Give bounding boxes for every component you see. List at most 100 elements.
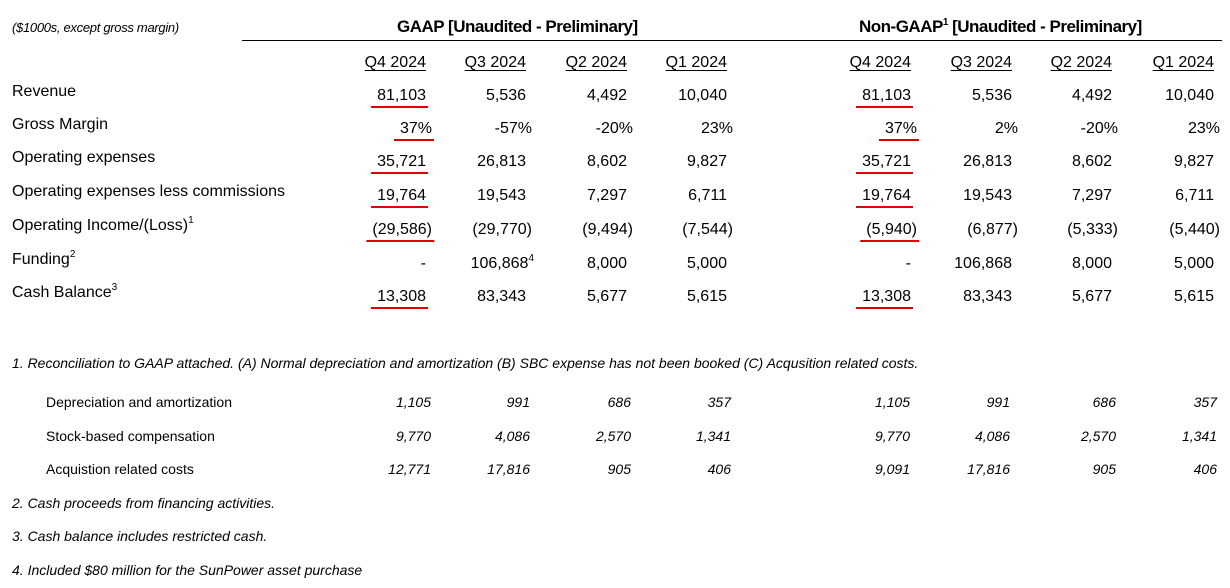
- value-text: 37%: [884, 120, 917, 137]
- value-text: 5,615: [1173, 288, 1214, 305]
- row-footnote-marker: 2: [69, 249, 76, 260]
- value-text: 37%: [399, 120, 432, 137]
- gaap-value: 5,677: [587, 288, 627, 306]
- gaap-value: 37%: [393, 120, 434, 141]
- row-label-text: Cash Balance: [12, 284, 112, 301]
- reconciliation-non-gaap-value: 905: [1092, 461, 1116, 477]
- value-text: 83,343: [963, 288, 1012, 305]
- value-text: 106,868: [470, 255, 529, 272]
- non_gaap-value: (5,940): [860, 221, 919, 242]
- value-text: 8,000: [1071, 255, 1112, 272]
- value-text: 13,308: [862, 288, 911, 305]
- value-text: 10,040: [1165, 87, 1214, 104]
- gaap-value: 5,615: [687, 288, 727, 306]
- value-text: -: [420, 255, 426, 272]
- value-text: 5,536: [971, 87, 1012, 104]
- non_gaap-value: 9,827: [1174, 153, 1214, 171]
- reconciliation-gaap-value: 1,105: [395, 394, 431, 410]
- footnote-4: 4. Included $80 million for the SunPower…: [12, 562, 363, 578]
- value-text: 26,813: [477, 153, 526, 170]
- footnote-2: 2. Cash proceeds from financing activiti…: [12, 495, 276, 511]
- value-text: 83,343: [477, 288, 526, 305]
- gaap-value: (29,586): [366, 221, 434, 242]
- gaap-value: 10,040: [678, 87, 727, 105]
- reconciliation-label: Stock-based compensation: [46, 428, 215, 444]
- value-text: 4,492: [586, 87, 627, 104]
- reconciliation-non-gaap-value: 991: [986, 394, 1010, 410]
- gaap-value: 6,711: [688, 187, 727, 205]
- reconciliation-label: Depreciation and amortization: [46, 394, 232, 410]
- value-text: (6,877): [967, 221, 1018, 238]
- value-text: 26,813: [963, 153, 1012, 170]
- value-text: 81,103: [862, 87, 911, 104]
- footnote-3: 3. Cash balance includes restricted cash…: [12, 528, 268, 544]
- reconciliation-gaap-value: 4,086: [494, 428, 530, 444]
- gaap-value: 4,492: [587, 87, 627, 105]
- reconciliation-gaap-value: 991: [506, 394, 530, 410]
- header-rule: [242, 40, 1222, 41]
- value-text: (7,544): [682, 221, 733, 238]
- row-label-text: Revenue: [12, 83, 77, 100]
- reconciliation-gaap-value: 357: [707, 394, 731, 410]
- reconciliation-non-gaap-value: 686: [1092, 394, 1116, 410]
- value-text: 8,602: [586, 153, 627, 170]
- value-text: (29,770): [472, 221, 532, 238]
- value-text: 7,297: [586, 187, 627, 204]
- non_gaap-value: 8,602: [1072, 153, 1112, 171]
- gaap-value: 106,8684: [470, 253, 534, 273]
- reconciliation-non-gaap-value: 1,341: [1181, 428, 1217, 444]
- gaap-value: -20%: [596, 120, 633, 138]
- non_gaap-value: 2%: [995, 120, 1018, 138]
- non_gaap-value: 37%: [878, 120, 919, 141]
- gaap-value: 83,343: [477, 288, 526, 306]
- value-text: 81,103: [377, 87, 426, 104]
- non_gaap-value: 81,103: [856, 87, 913, 108]
- row-footnote-marker: 3: [111, 282, 118, 293]
- gaap-quarter-header: Q2 2024: [565, 54, 627, 71]
- non_gaap-value: 5,000: [1174, 255, 1214, 273]
- value-text: -20%: [1080, 120, 1118, 137]
- row-label: Operating expenses less commissions: [12, 183, 285, 201]
- reconciliation-non-gaap-value: 357: [1193, 394, 1217, 410]
- value-footnote-marker: 4: [528, 253, 534, 264]
- row-label-text: Operating Income/(Loss): [12, 217, 189, 234]
- gaap-value: 19,543: [477, 187, 526, 205]
- gaap-value: 19,764: [371, 187, 428, 208]
- reconciliation-non-gaap-value: 406: [1193, 461, 1217, 477]
- reconciliation-non-gaap-value: 9,770: [874, 428, 910, 444]
- gaap-value: 5,000: [687, 255, 727, 273]
- non_gaap-value: 7,297: [1072, 187, 1112, 205]
- value-text: 35,721: [377, 153, 426, 170]
- value-text: 5,677: [586, 288, 627, 305]
- value-text: -: [905, 255, 911, 272]
- value-text: (5,440): [1169, 221, 1220, 238]
- reconciliation-gaap-value: 905: [607, 461, 631, 477]
- non_gaap-value: 19,764: [856, 187, 913, 208]
- non_gaap-value: 8,000: [1072, 255, 1112, 273]
- value-text: 9,827: [1173, 153, 1214, 170]
- non_gaap-value: 106,868: [954, 255, 1012, 273]
- row-label: Gross Margin: [12, 116, 108, 134]
- non_gaap-value: 5,677: [1072, 288, 1112, 306]
- value-text: 9,827: [686, 153, 727, 170]
- gaap-value: -57%: [495, 120, 532, 138]
- gaap-value: 8,000: [587, 255, 627, 273]
- non_gaap-value: (5,333): [1067, 221, 1118, 239]
- non_gaap-value: 23%: [1188, 120, 1220, 138]
- gaap-value: (9,494): [582, 221, 633, 239]
- value-text: 106,868: [954, 255, 1012, 272]
- reconciliation-non-gaap-value: 2,570: [1080, 428, 1116, 444]
- value-text: 19,543: [963, 187, 1012, 204]
- value-text: 10,040: [678, 87, 727, 104]
- non-gaap-title-prefix: Non-GAAP: [859, 17, 943, 36]
- non_gaap-value: 4,492: [1072, 87, 1112, 105]
- reconciliation-non-gaap-value: 4,086: [974, 428, 1010, 444]
- non_gaap-value: -: [906, 255, 911, 273]
- reconciliation-gaap-value: 17,816: [487, 461, 530, 477]
- value-text: 7,297: [1071, 187, 1112, 204]
- gaap-quarter-header: Q1 2024: [665, 54, 727, 71]
- units-note: ($1000s, except gross margin): [12, 20, 179, 35]
- non-gaap-title-footnote: 1: [942, 17, 949, 28]
- non_gaap-value: 5,615: [1174, 288, 1214, 306]
- footnote-1: 1. Reconciliation to GAAP attached. (A) …: [12, 355, 919, 371]
